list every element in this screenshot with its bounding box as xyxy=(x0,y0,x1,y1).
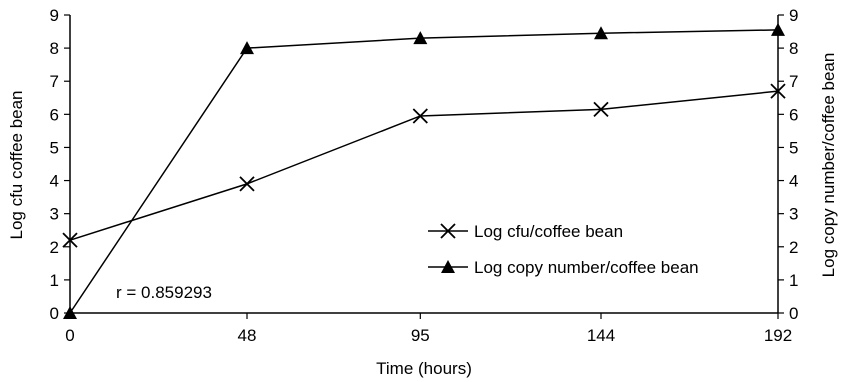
left-y-tick-label: 6 xyxy=(50,105,59,124)
x-tick-label: 95 xyxy=(411,326,430,345)
right-y-ticks: 0 1 2 3 4 5 6 7 8 9 xyxy=(778,6,798,323)
data-point-x-marker xyxy=(240,177,254,191)
x-ticks: 0 48 95 144 192 xyxy=(65,313,792,345)
legend-label-cfu: Log cfu/coffee bean xyxy=(474,222,623,241)
left-y-tick-label: 3 xyxy=(50,205,59,224)
legend: Log cfu/coffee bean Log copy number/coff… xyxy=(428,222,699,277)
x-tick-label: 48 xyxy=(238,326,257,345)
left-y-tick-label: 8 xyxy=(50,39,59,58)
left-y-tick-label: 2 xyxy=(50,238,59,257)
left-y-tick-label: 1 xyxy=(50,271,59,290)
x-tick-label: 0 xyxy=(65,326,74,345)
right-y-tick-label: 7 xyxy=(789,72,798,91)
legend-label-copy: Log copy number/coffee bean xyxy=(474,258,699,277)
left-y-tick-label: 4 xyxy=(50,172,59,191)
right-y-tick-label: 9 xyxy=(789,6,798,25)
left-y-axis-title: Log cfu coffee bean xyxy=(7,90,26,239)
x-tick-label: 192 xyxy=(764,326,792,345)
left-y-tick-label: 9 xyxy=(50,6,59,25)
right-y-tick-label: 4 xyxy=(789,172,798,191)
right-y-tick-label: 6 xyxy=(789,105,798,124)
left-y-tick-label: 0 xyxy=(50,304,59,323)
right-y-tick-label: 3 xyxy=(789,205,798,224)
x-axis-title: Time (hours) xyxy=(376,359,472,378)
right-y-axis-title: Log copy number/coffee bean xyxy=(819,53,838,278)
right-y-tick-label: 2 xyxy=(789,238,798,257)
correlation-annotation: r = 0.859293 xyxy=(116,283,212,302)
right-y-tick-label: 8 xyxy=(789,39,798,58)
x-tick-label: 144 xyxy=(587,326,615,345)
right-y-tick-label: 0 xyxy=(789,304,798,323)
left-y-tick-label: 5 xyxy=(50,138,59,157)
right-y-tick-label: 5 xyxy=(789,138,798,157)
left-y-tick-label: 7 xyxy=(50,72,59,91)
right-y-tick-label: 1 xyxy=(789,271,798,290)
left-y-ticks: 0 1 2 3 4 5 6 7 8 9 xyxy=(50,6,70,323)
